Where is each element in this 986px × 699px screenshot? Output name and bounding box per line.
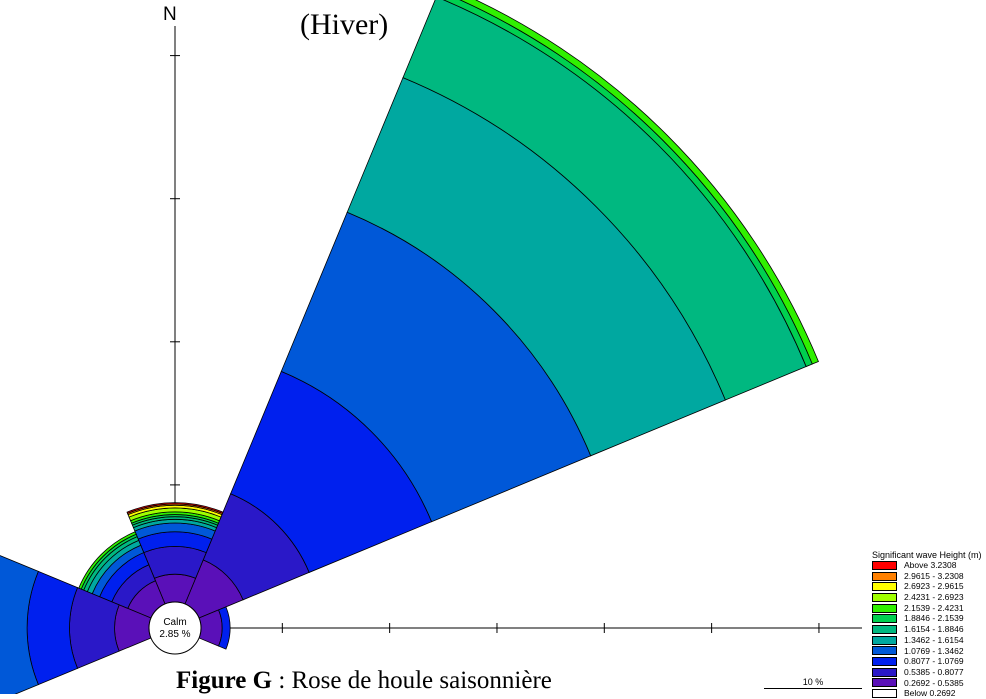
north-label: N (163, 4, 177, 25)
legend-item-label: Below 0.2692 (904, 688, 956, 699)
sector-N-band-8 (78, 531, 137, 590)
legend-item: 0.8077 - 1.0769 (872, 656, 984, 667)
legend-item-label: 1.8846 - 2.1539 (904, 613, 964, 624)
legend-swatch (872, 657, 897, 667)
legend-swatch (872, 614, 897, 624)
legend-item: Above 3.2308 (872, 560, 984, 571)
legend-items: Above 3.2308 2.9615 - 3.2308 2.6923 - 2.96… (872, 560, 984, 699)
legend-item-label: Above 3.2308 (904, 560, 957, 570)
sector-NNE-band-12 (126, 502, 224, 514)
sector-W-band-4 (0, 555, 39, 694)
legend-item-label: 2.6923 - 2.9615 (904, 581, 964, 592)
legend-item-label: 0.2692 - 0.5385 (904, 677, 964, 688)
legend-swatch (872, 624, 897, 634)
legend-swatch (872, 678, 897, 688)
season-label: (Hiver) (300, 8, 389, 41)
scale-bar-label: 10 % (802, 677, 824, 687)
legend-item: 0.5385 - 0.8077 (872, 667, 984, 678)
legend-swatch (872, 667, 897, 677)
scale-bar: 10 % (764, 677, 862, 691)
legend-item: 2.1539 - 2.4231 (872, 603, 984, 614)
legend-item: 1.0769 - 1.3462 (872, 646, 984, 657)
legend-item: 2.6923 - 2.9615 (872, 581, 984, 592)
legend-title: Significant wave Height (m) (872, 550, 982, 560)
calm-circle (148, 601, 202, 655)
legend-swatch (872, 603, 897, 613)
legend-item-label: 0.8077 - 1.0769 (904, 656, 964, 667)
sector-NE-band-8 (459, 0, 819, 365)
legend-item: 2.4231 - 2.6923 (872, 592, 984, 603)
legend-item: 0.2692 - 0.5385 (872, 678, 984, 689)
sector-NNE-band-2 (143, 546, 207, 579)
legend-item: 1.8846 - 2.1539 (872, 613, 984, 624)
legend-item-label: 0.5385 - 0.8077 (904, 666, 964, 677)
legend-item-label: 2.4231 - 2.6923 (904, 592, 964, 603)
calm-value: 2.85 % (159, 629, 190, 640)
legend-swatch (872, 646, 897, 656)
scale-bar-line (764, 688, 862, 689)
legend-item-label: 2.9615 - 3.2308 (904, 570, 964, 581)
legend-item: 2.9615 - 3.2308 (872, 571, 984, 582)
legend-swatch (872, 635, 897, 645)
legend-item-label: 2.1539 - 2.4231 (904, 602, 964, 613)
figure-caption-prefix: Figure G (176, 667, 273, 694)
figure-caption-text: : Rose de houle saisonnière (272, 667, 552, 694)
sector-SSE-band-2 (218, 606, 231, 650)
legend-item: 1.3462 - 1.6154 (872, 635, 984, 646)
legend-swatch (872, 582, 897, 592)
figure-caption: Figure G : Rose de houle saisonnière (176, 667, 552, 695)
legend-swatch (872, 571, 897, 581)
calm-label: Calm (163, 617, 186, 628)
legend: Significant wave Height (m) Above 3.2308… (872, 550, 984, 699)
legend-item: 1.6154 - 1.8846 (872, 624, 984, 635)
legend-item-label: 1.3462 - 1.6154 (904, 634, 964, 645)
legend-swatch (872, 592, 897, 602)
legend-item-label: 1.6154 - 1.8846 (904, 624, 964, 635)
legend-swatch (872, 560, 897, 570)
legend-item-label: 1.0769 - 1.3462 (904, 645, 964, 656)
